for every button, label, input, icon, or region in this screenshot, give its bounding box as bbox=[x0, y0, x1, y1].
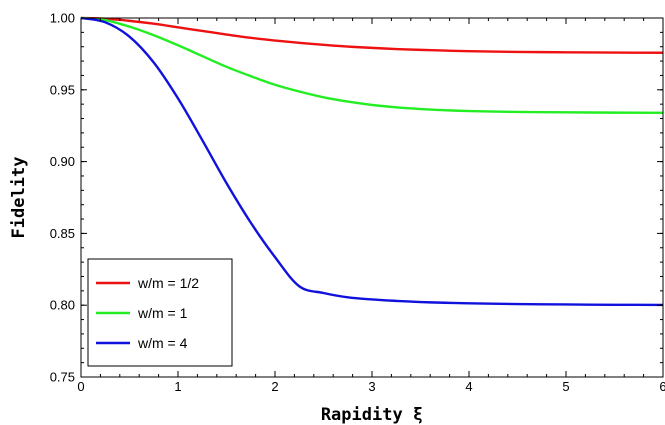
x-axis-title: Rapidity ξ bbox=[321, 405, 423, 425]
y-tick-label: 0.75 bbox=[50, 370, 75, 385]
series-line-3 bbox=[80, 16, 664, 307]
y-tick-label: 1.00 bbox=[50, 11, 75, 26]
x-tick-label: 0 bbox=[77, 379, 84, 394]
series-line-2 bbox=[80, 16, 664, 114]
legend-label: w/m = 1/2 bbox=[137, 275, 199, 291]
x-tick-label: 1 bbox=[174, 379, 181, 394]
y-tick-label: 0.90 bbox=[50, 154, 75, 169]
x-tick-label: 2 bbox=[271, 379, 278, 394]
x-tick-label: 3 bbox=[368, 379, 375, 394]
y-axis-title: Fidelity bbox=[9, 157, 29, 239]
axis-ticks bbox=[80, 17, 664, 378]
series-line-1 bbox=[80, 16, 664, 54]
y-tick-label: 0.85 bbox=[50, 226, 75, 241]
tick-labels: 0 1 2 3 4 5 6 0.75 0.80 0.85 0.90 0.95 1.00 bbox=[50, 11, 665, 395]
legend: w/m = 1/2 w/m = 1 w/m = 4 bbox=[87, 258, 233, 367]
legend-label: w/m = 4 bbox=[137, 335, 188, 351]
plot-lines bbox=[80, 16, 664, 307]
x-tick-label: 6 bbox=[659, 379, 665, 394]
x-tick-label: 4 bbox=[465, 379, 472, 394]
legend-label: w/m = 1 bbox=[137, 305, 188, 321]
x-tick-label: 5 bbox=[562, 379, 569, 394]
y-tick-label: 0.80 bbox=[50, 298, 75, 313]
y-tick-label: 0.95 bbox=[50, 82, 75, 97]
